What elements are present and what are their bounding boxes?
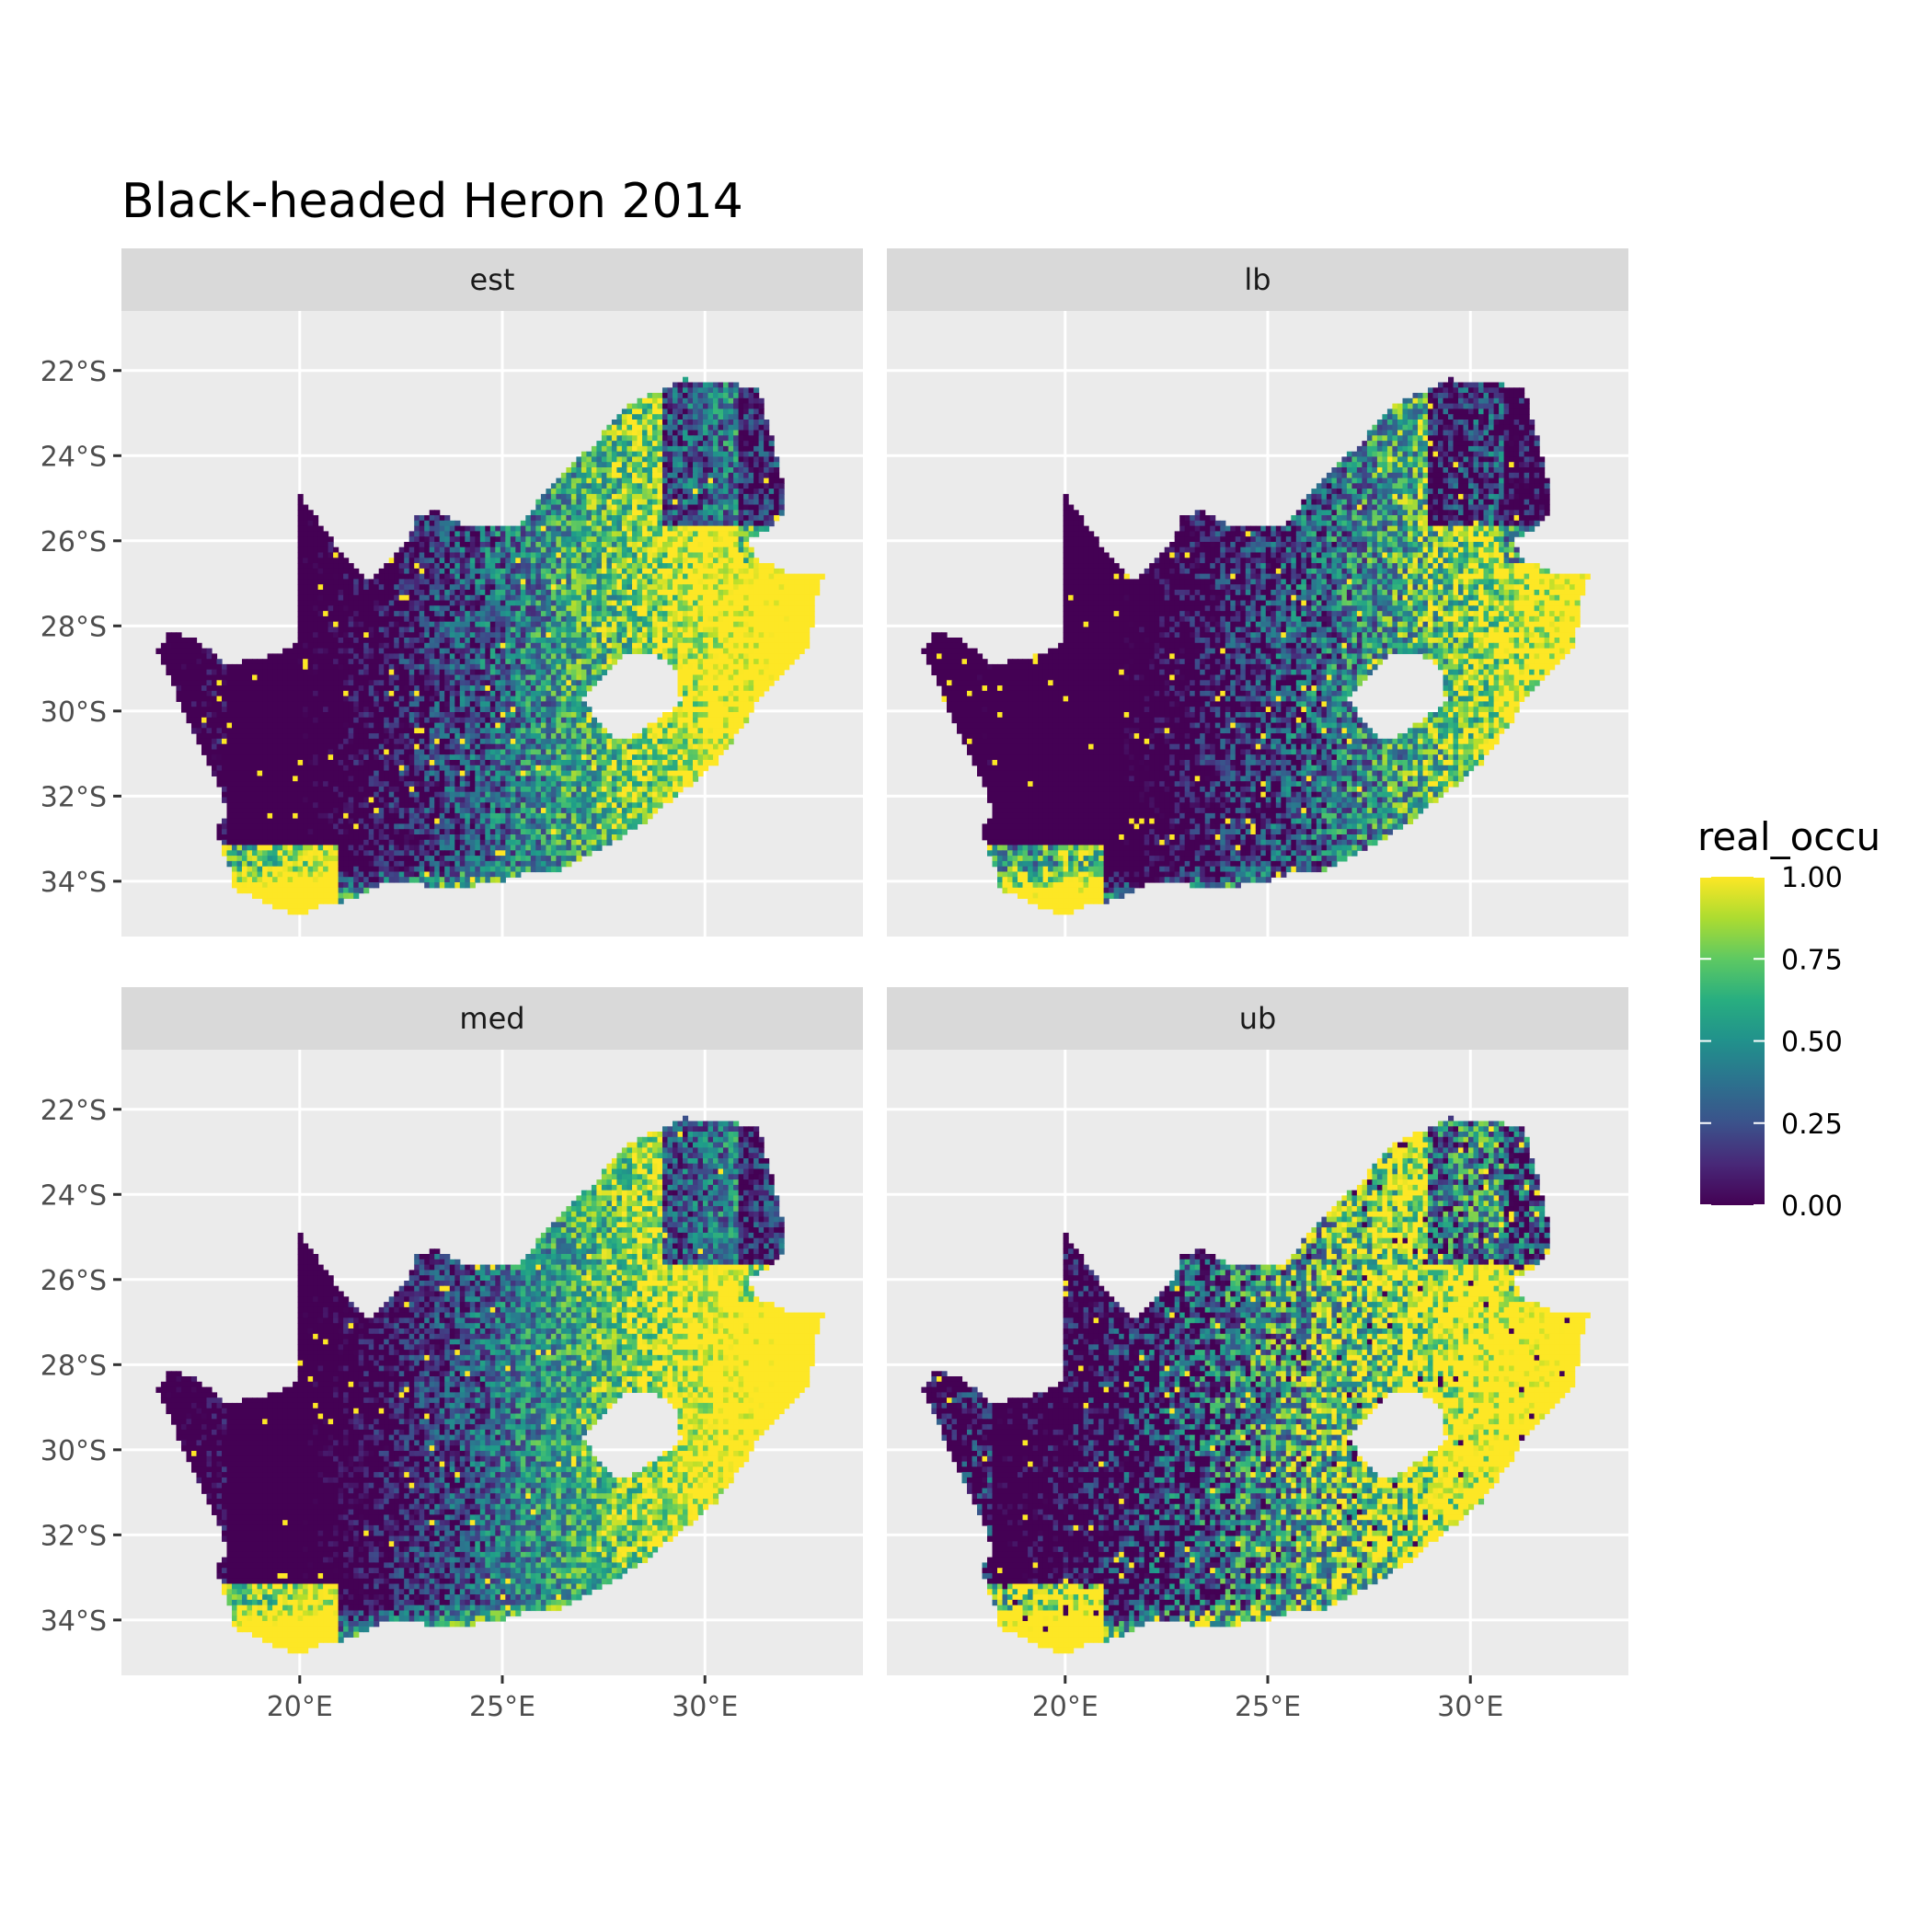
y-tick-label: 30°S (40, 1435, 107, 1467)
y-tick-label: 24°S (40, 1179, 107, 1212)
facet-panel-lb: lb (887, 248, 1628, 937)
y-tick-label: 26°S (40, 1265, 107, 1297)
y-axis-est: 22°S 24°S 26°S 28°S 30°S 32°S 34°S (40, 356, 121, 899)
facet-panel-ub: ub (887, 987, 1628, 1675)
y-tick-label: 30°S (40, 696, 107, 729)
x-axes: 20°E 25°E 30°E 20°E 25°E 30°E (267, 1675, 1503, 1723)
chart-title: Black-headed Heron 2014 (121, 174, 743, 229)
x-tick-label: 30°E (1437, 1691, 1503, 1723)
legend-label: 0.50 (1781, 1027, 1843, 1059)
y-tick-label: 32°S (40, 1520, 107, 1552)
facet-strip-label: med (459, 1001, 524, 1036)
occupancy-raster (155, 1115, 825, 1654)
y-tick-label: 22°S (40, 1095, 107, 1127)
legend-label: 0.25 (1781, 1109, 1843, 1141)
y-tick-label: 28°S (40, 1350, 107, 1382)
facet-strip (887, 248, 1628, 311)
y-axis-med: 22°S 24°S 26°S 28°S 30°S 32°S 34°S (40, 1095, 121, 1638)
legend-label: 0.75 (1781, 944, 1843, 976)
facet-strip-label: lb (1244, 262, 1271, 297)
y-tick-label: 26°S (40, 526, 107, 558)
x-tick-label: 30°E (672, 1691, 738, 1723)
x-tick-label: 25°E (1235, 1691, 1301, 1723)
facet-strip-label: ub (1239, 1001, 1277, 1036)
y-tick-label: 28°S (40, 611, 107, 643)
legend-title: real_occu (1697, 814, 1880, 859)
occupancy-raster (155, 376, 825, 915)
y-tick-label: 34°S (40, 867, 107, 899)
legend-ticks: 1.00 0.75 0.50 0.25 0.00 (1700, 862, 1843, 1223)
y-tick-label: 22°S (40, 356, 107, 388)
x-tick-label: 20°E (267, 1691, 333, 1723)
occupancy-raster (921, 376, 1591, 915)
x-axis-med: 20°E 25°E 30°E (267, 1675, 738, 1723)
facet-strip-label: est (470, 262, 515, 297)
facet-strip (121, 987, 863, 1050)
y-tick-label: 32°S (40, 781, 107, 813)
facet-strip (887, 987, 1628, 1050)
facet-panels: est lb med ub (121, 248, 1628, 1675)
x-tick-label: 20°E (1032, 1691, 1098, 1723)
legend-label: 1.00 (1781, 862, 1843, 894)
occupancy-raster (921, 1115, 1591, 1654)
facet-panel-med: med (121, 987, 863, 1675)
facet-strip (121, 248, 863, 311)
y-tick-label: 34°S (40, 1605, 107, 1638)
legend-label: 0.00 (1781, 1190, 1843, 1223)
y-axes: 22°S 24°S 26°S 28°S 30°S 32°S 34°S 22°S 24°S 26°S… (40, 356, 121, 1638)
x-axis-ub: 20°E 25°E 30°E (1032, 1675, 1503, 1723)
y-tick-label: 24°S (40, 441, 107, 473)
legend: real_occu 1.00 0.75 0.50 0.25 0.00 (1697, 814, 1880, 1223)
x-tick-label: 25°E (469, 1691, 535, 1723)
facet-panel-est: est (121, 248, 863, 937)
